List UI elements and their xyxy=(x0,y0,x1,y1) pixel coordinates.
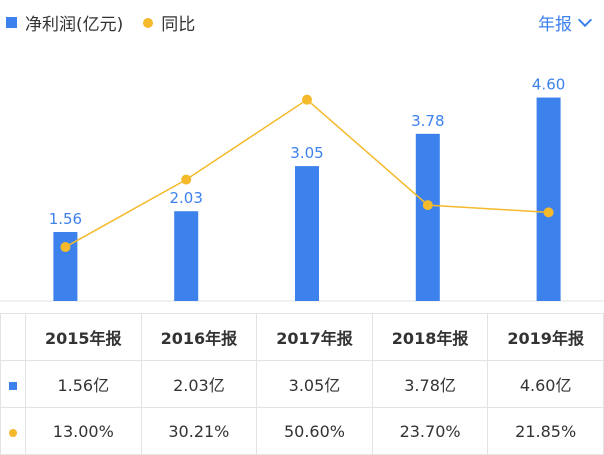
bar-value-label-3: 3.78 xyxy=(411,112,444,130)
bar-value-label-1: 2.03 xyxy=(169,189,202,207)
line-legend-swatch xyxy=(143,17,154,28)
line-series-icon xyxy=(9,428,17,437)
table-header-cell: 2017年报 xyxy=(256,313,373,361)
yoy-point-1 xyxy=(181,174,192,185)
bar-2 xyxy=(295,166,319,301)
bar-3 xyxy=(415,133,440,301)
table-cell: 4.60亿 xyxy=(487,360,604,408)
table-cell: 21.85% xyxy=(487,407,604,455)
bar-1 xyxy=(174,211,199,301)
table-cell: 13.00% xyxy=(25,407,142,455)
period-selector-label: 年报 xyxy=(538,15,572,35)
table-header-cell: 2015年报 xyxy=(25,313,142,361)
chevron-down-icon xyxy=(577,12,593,28)
bar-series-icon xyxy=(9,381,17,390)
table-cell: 50.60% xyxy=(256,407,373,455)
legend: 净利润(亿元) 同比 xyxy=(6,10,195,35)
bar-value-label-2: 3.05 xyxy=(290,144,323,162)
data-table: 2015年报 2016年报 2017年报 2018年报 2019年报 1.56亿… xyxy=(0,313,604,455)
table-cell: 23.70% xyxy=(371,407,489,455)
table-header-row: 2015年报 2016年报 2017年报 2018年报 2019年报 xyxy=(0,313,604,361)
yoy-point-0 xyxy=(60,242,71,253)
table-header-cell: 2019年报 xyxy=(487,313,604,361)
table-cell: 30.21% xyxy=(140,407,258,455)
bar-value-label-0: 1.56 xyxy=(49,210,82,228)
yoy-point-4 xyxy=(543,207,554,218)
bar-legend-swatch xyxy=(6,17,17,28)
bar-legend-label: 净利润(亿元) xyxy=(25,15,124,35)
table-row-profit: 1.56亿 2.03亿 3.05亿 3.78亿 4.60亿 xyxy=(0,360,604,408)
chart-area: 1.56 2.03 3.05 3.78 4.60 xyxy=(0,76,604,302)
yoy-point-3 xyxy=(422,200,433,211)
bar-4 xyxy=(536,97,561,302)
yoy-row-marker xyxy=(0,407,26,455)
table-cell: 1.56亿 xyxy=(25,360,142,408)
table-cell: 2.03亿 xyxy=(140,360,258,408)
table-header-cell: 2018年报 xyxy=(371,313,489,361)
table-cell: 3.05亿 xyxy=(256,360,373,408)
line-legend-label: 同比 xyxy=(161,15,196,35)
bar-value-label-4: 4.60 xyxy=(532,76,565,94)
period-selector[interactable]: 年报 xyxy=(538,10,593,35)
table-header-cell: 2016年报 xyxy=(140,313,258,361)
table-corner-cell xyxy=(0,313,26,361)
table-cell: 3.78亿 xyxy=(371,360,489,408)
yoy-point-2 xyxy=(302,94,312,105)
profit-row-marker xyxy=(0,360,26,408)
table-row-yoy: 13.00% 30.21% 50.60% 23.70% 21.85% xyxy=(0,407,604,455)
